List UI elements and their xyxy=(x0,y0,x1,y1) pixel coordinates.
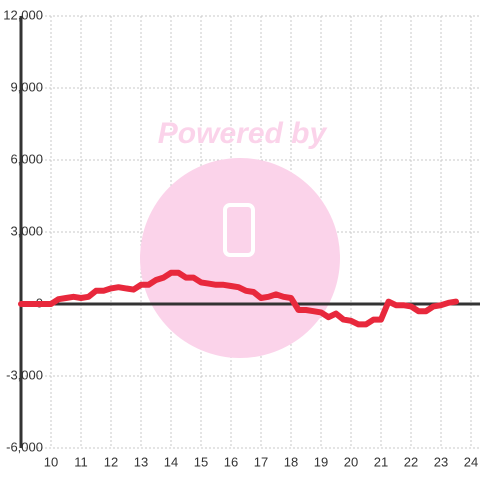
x-tick-label: 11 xyxy=(74,454,88,469)
x-tick-label: 16 xyxy=(224,454,238,469)
watermark-text: Powered by xyxy=(158,117,328,150)
x-tick-label: 24 xyxy=(464,454,478,469)
x-tick-label: 12 xyxy=(104,454,118,469)
x-tick-label: 21 xyxy=(374,454,388,469)
x-tick-label: 13 xyxy=(134,454,148,469)
y-tick-label: 6,000 xyxy=(10,151,43,166)
y-tick-label: -3,000 xyxy=(6,367,43,382)
x-tick-label: 14 xyxy=(164,454,178,469)
data-line xyxy=(18,269,459,328)
y-tick-label: 12,000 xyxy=(3,7,43,22)
x-tick-label: 17 xyxy=(254,454,268,469)
x-tick-label: 10 xyxy=(44,454,58,469)
y-tick-label: 9,000 xyxy=(10,79,43,94)
x-tick-label: 23 xyxy=(434,454,448,469)
plot xyxy=(18,269,459,328)
watermark-logo xyxy=(223,203,255,257)
x-tick-label: 19 xyxy=(314,454,328,469)
x-tick-label: 22 xyxy=(404,454,418,469)
y-tick-label: -6,000 xyxy=(6,439,43,454)
y-tick-label: 3,000 xyxy=(10,223,43,238)
x-tick-label: 18 xyxy=(284,454,298,469)
watermark-circle xyxy=(140,158,340,358)
x-tick-label: 20 xyxy=(344,454,358,469)
watermark: Powered by xyxy=(140,117,340,358)
x-tick-label: 15 xyxy=(194,454,208,469)
